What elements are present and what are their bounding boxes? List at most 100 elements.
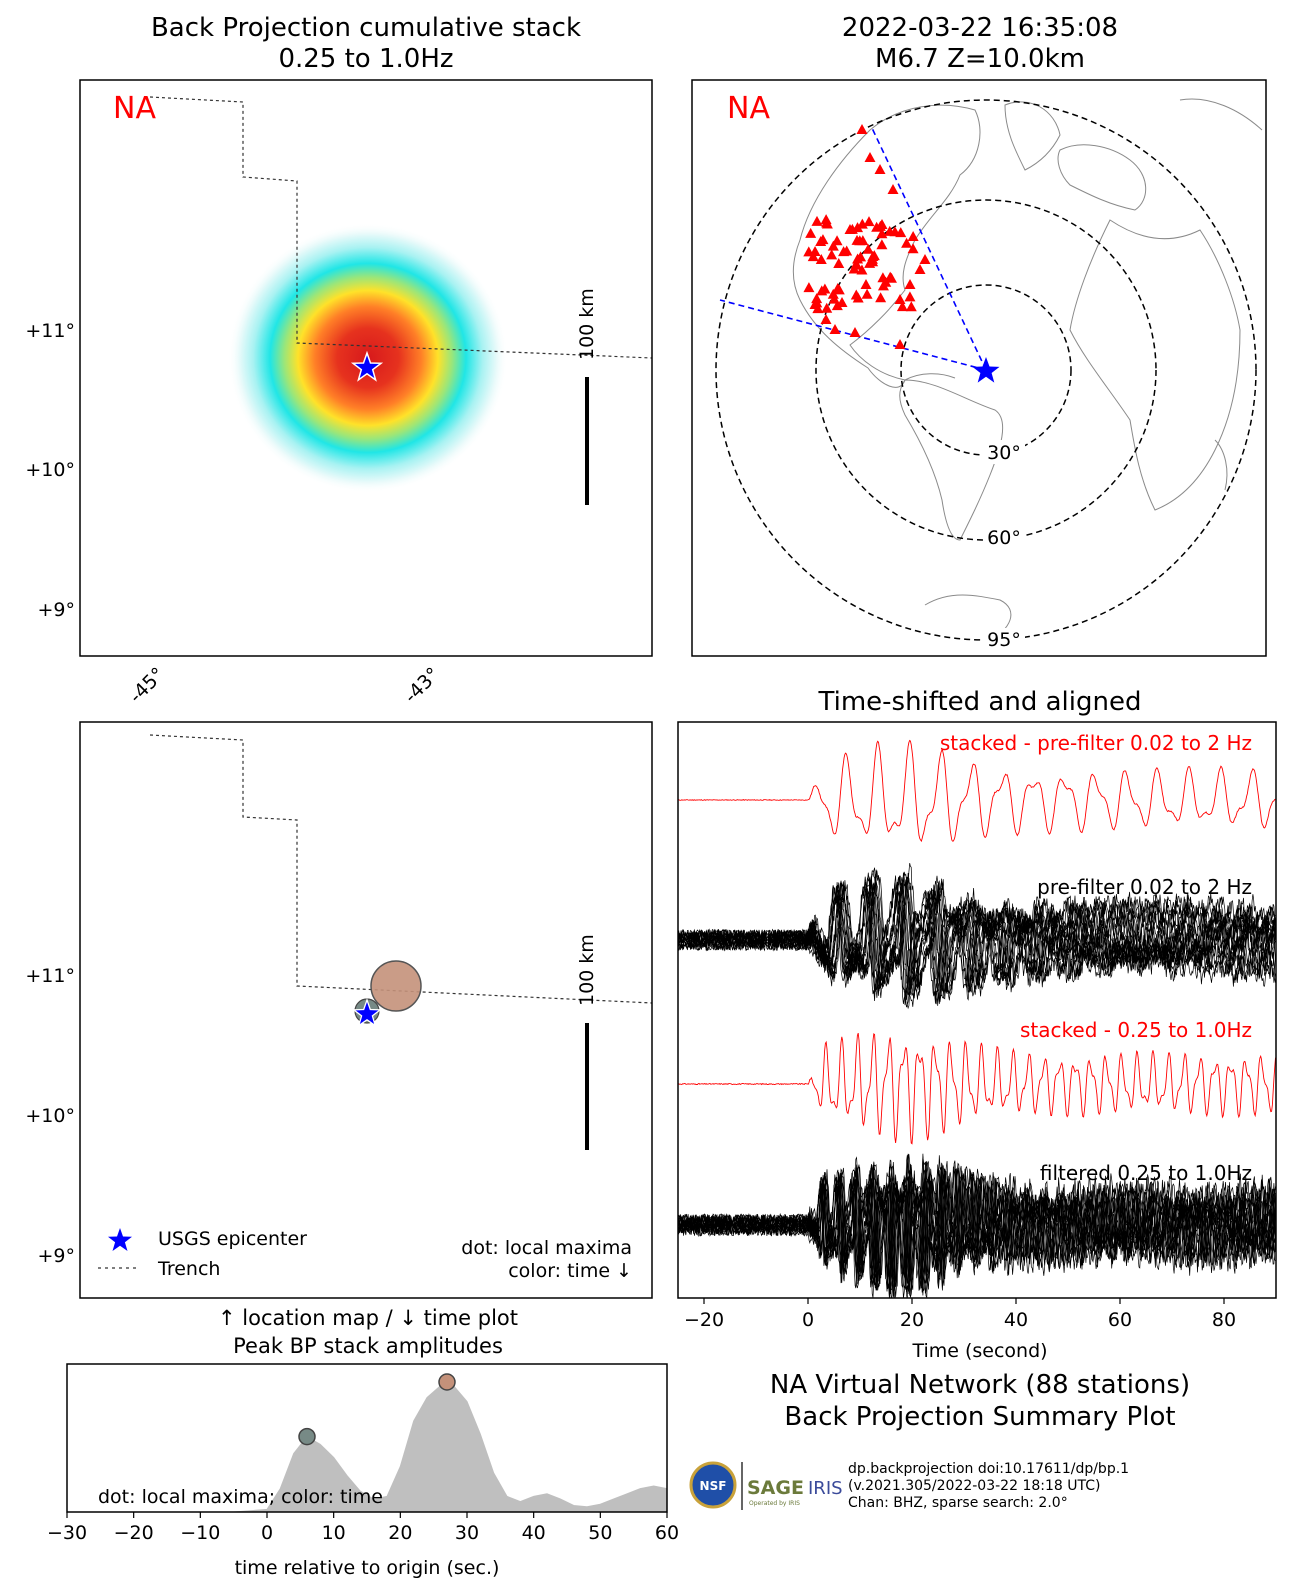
legend-note-maxima: dot: local maxima bbox=[461, 1237, 632, 1259]
station-marker bbox=[809, 299, 821, 309]
credit-line1: dp.backprojection doi:10.17611/dp/bp.1 bbox=[848, 1461, 1129, 1477]
station-marker bbox=[907, 243, 919, 254]
trace-x-label: Time (second) bbox=[911, 1340, 1047, 1362]
epicenter-star bbox=[350, 350, 384, 382]
station-marker bbox=[827, 240, 839, 251]
station-marker bbox=[826, 249, 838, 260]
station-triangles bbox=[803, 124, 931, 349]
station-marker bbox=[894, 294, 906, 304]
lon-tick: -43° bbox=[400, 663, 444, 707]
summary-line2: Back Projection Summary Plot bbox=[784, 1402, 1175, 1432]
station-marker bbox=[820, 314, 832, 324]
summary-line1: NA Virtual Network (88 stations) bbox=[770, 1370, 1190, 1400]
traces-frame bbox=[677, 721, 1277, 1299]
station-marker bbox=[856, 124, 868, 134]
peak-amplitude-panel: dot: local maxima; color: time −30 −20 −10… bbox=[47, 1363, 679, 1579]
array-aperture-lines bbox=[719, 127, 987, 371]
scale-bar-label: 100 km bbox=[576, 934, 598, 1006]
iris-logo: IRIS bbox=[808, 1478, 843, 1499]
station-marker bbox=[820, 214, 832, 225]
traces-title: Time-shifted and aligned bbox=[818, 687, 1142, 717]
nsf-logo-text: NSF bbox=[700, 1479, 727, 1493]
location-map-frame bbox=[79, 721, 653, 1299]
lat-tick: +10° bbox=[25, 1105, 75, 1127]
station-marker bbox=[875, 292, 887, 303]
station-marker bbox=[827, 288, 839, 299]
station-marker bbox=[809, 246, 821, 257]
trace-plot-area bbox=[678, 739, 1276, 1298]
lat-tick: +11° bbox=[25, 320, 75, 342]
station-marker bbox=[867, 256, 879, 267]
station-marker bbox=[887, 184, 899, 194]
scale-bar-label: 100 km bbox=[576, 288, 598, 360]
legend-note-color: color: time ↓ bbox=[508, 1260, 632, 1282]
peak-x-tick-label: −10 bbox=[180, 1522, 220, 1544]
station-marker bbox=[844, 224, 856, 234]
station-marker bbox=[821, 302, 833, 313]
ring-label: 30° bbox=[987, 442, 1021, 464]
trace-x-tick-label: 0 bbox=[802, 1309, 814, 1331]
trace-label: filtered 0.25 to 1.0Hz bbox=[1040, 1161, 1252, 1185]
ring-label: 95° bbox=[987, 629, 1021, 651]
station-marker bbox=[876, 239, 888, 250]
station-marker bbox=[874, 164, 886, 174]
station-marker bbox=[884, 271, 896, 282]
event-time: 2022-03-22 16:35:08 bbox=[842, 13, 1118, 43]
trace-x-axis: −20 0 20 40 60 80 bbox=[684, 1298, 1236, 1331]
stack-trace-broadband bbox=[678, 739, 1276, 843]
station-marker bbox=[833, 257, 845, 268]
station-globe-panel: 2022-03-22 16:35:08 M6.7 Z=10.0km bbox=[691, 13, 1267, 657]
peak-caption-line1: ↑ location map / ↓ time plot bbox=[218, 1306, 518, 1330]
credit-line3: Chan: BHZ, sparse search: 2.0° bbox=[848, 1495, 1068, 1511]
stack-trace-filtered bbox=[678, 1032, 1276, 1145]
station-marker bbox=[832, 282, 844, 293]
station-marker bbox=[861, 288, 873, 299]
globe-frame bbox=[691, 79, 1267, 657]
trace-x-tick-label: 60 bbox=[1108, 1309, 1132, 1331]
station-marker bbox=[876, 219, 888, 229]
lat-tick: +9° bbox=[37, 1245, 75, 1267]
station-marker bbox=[817, 234, 829, 245]
peak-x-tick-label: 50 bbox=[588, 1522, 612, 1544]
peak-x-tick-label: 60 bbox=[655, 1522, 679, 1544]
raw-trace-broadband bbox=[678, 886, 1276, 1008]
station-marker bbox=[880, 276, 892, 287]
peak-caption-line2: Peak BP stack amplitudes bbox=[233, 1334, 503, 1358]
peak-x-axis: −30 −20 −10 0 10 20 30 40 50 60 bbox=[47, 1512, 679, 1544]
peak-x-tick-label: 30 bbox=[455, 1522, 479, 1544]
station-marker bbox=[803, 282, 815, 293]
station-marker bbox=[871, 221, 883, 232]
bp-title-line2: 0.25 to 1.0Hz bbox=[278, 44, 453, 74]
station-marker bbox=[856, 218, 868, 229]
legend-star-icon bbox=[108, 1228, 132, 1251]
lat-tick: +11° bbox=[25, 965, 75, 987]
peak-area bbox=[67, 1381, 667, 1512]
trace-label: pre-filter 0.02 to 2 Hz bbox=[1037, 875, 1252, 899]
station-marker bbox=[907, 231, 919, 242]
station-marker bbox=[815, 253, 827, 264]
sage-logo: SAGE bbox=[747, 1477, 804, 1499]
bp-stack-panel: Back Projection cumulative stack 0.25 to… bbox=[25, 13, 653, 708]
traces-panel: Time-shifted and aligned stacked - pre-f… bbox=[677, 687, 1277, 1362]
station-marker bbox=[811, 215, 823, 226]
station-marker bbox=[904, 279, 916, 289]
station-marker bbox=[863, 216, 875, 227]
ring-label: 60° bbox=[987, 527, 1021, 549]
lat-tick: +10° bbox=[25, 459, 75, 481]
sage-logo-sub: Operated by IRIS bbox=[749, 1500, 800, 1507]
peak-x-tick-label: −20 bbox=[114, 1522, 154, 1544]
station-marker bbox=[831, 300, 843, 311]
coastlines bbox=[792, 98, 1263, 641]
station-marker bbox=[854, 235, 866, 246]
station-marker bbox=[864, 152, 876, 162]
trace-x-tick-label: 80 bbox=[1212, 1309, 1236, 1331]
peak-x-label: time relative to origin (sec.) bbox=[235, 1557, 500, 1579]
summary-block: NA Virtual Network (88 stations) Back Pr… bbox=[689, 1370, 1190, 1511]
station-marker bbox=[862, 243, 874, 254]
station-marker bbox=[850, 258, 862, 269]
nsf-logo: NSF bbox=[689, 1461, 737, 1509]
trace-x-tick-label: −20 bbox=[684, 1309, 724, 1331]
station-marker bbox=[894, 339, 906, 349]
trace-label: stacked - 0.25 to 1.0Hz bbox=[1020, 1018, 1252, 1042]
epicenter-star bbox=[351, 998, 383, 1028]
